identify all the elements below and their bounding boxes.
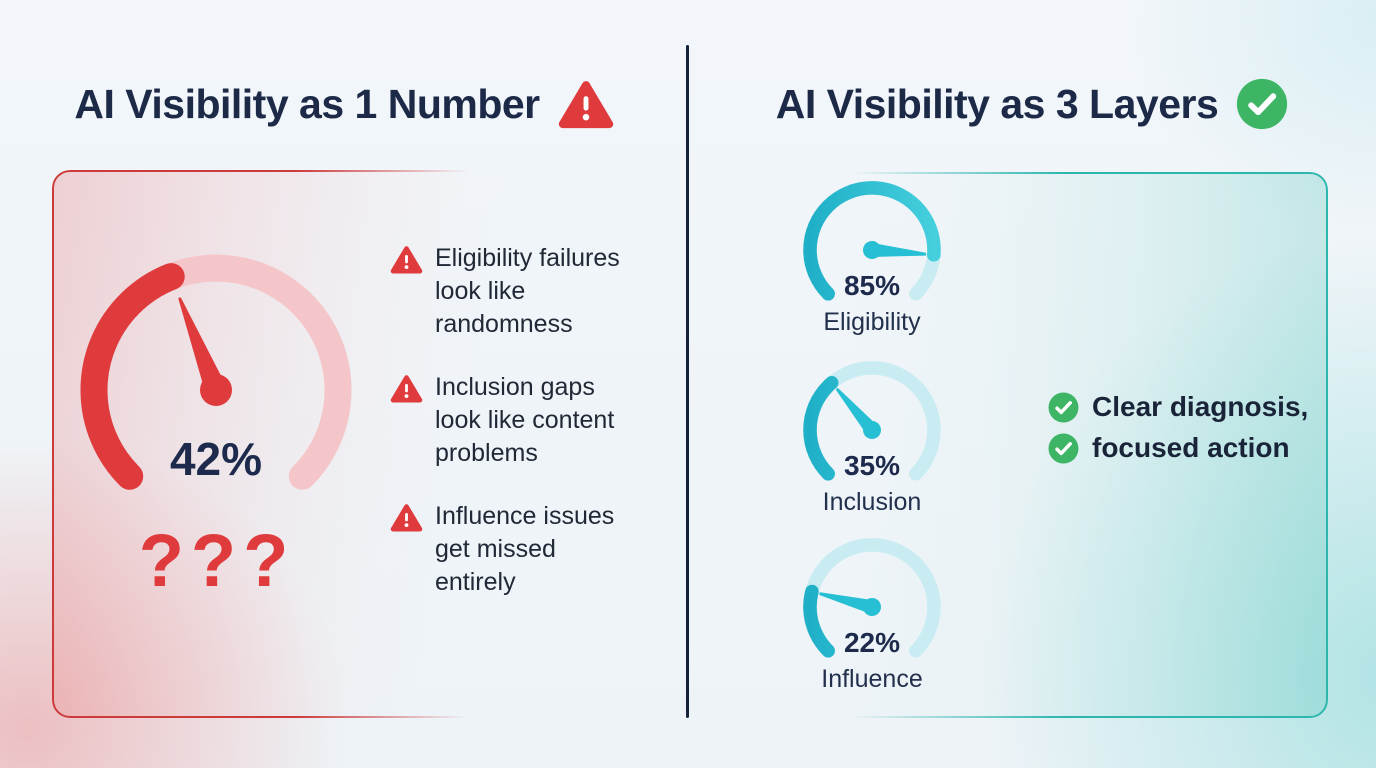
layer-gauge-influence: 22% Influence xyxy=(784,519,960,733)
problem-text-line: problems xyxy=(435,439,538,467)
warning-triangle-icon xyxy=(390,374,423,403)
problem-text-line: look like xyxy=(435,277,526,305)
problem-text: Inclusion gaps look like content problems xyxy=(435,371,614,470)
single-number-card xyxy=(52,170,630,718)
gauge-value: 42% xyxy=(169,433,263,485)
problem-item: Influence issues get missed entirely xyxy=(390,500,680,599)
gauge-label: Inclusion xyxy=(822,488,922,516)
gauge-arc xyxy=(784,342,960,518)
left-panel-title: AI Visibility as 1 Number xyxy=(74,80,540,127)
benefit-item: Clear diagnosis, xyxy=(1048,391,1308,423)
problem-text-line: get missed xyxy=(435,535,556,563)
gauge-value: 35% xyxy=(843,450,901,481)
gauge-arc xyxy=(56,254,376,554)
warning-triangle-icon xyxy=(390,245,423,274)
gauge-arc xyxy=(784,519,960,695)
problem-list: Eligibility failures look like randomness I… xyxy=(390,242,680,599)
layer-gauge-eligibility: 85% Eligibility xyxy=(784,162,960,376)
check-circle-icon xyxy=(1048,433,1079,464)
gauge-label: Eligibility xyxy=(823,308,921,336)
problem-text-line: Inclusion gaps xyxy=(435,373,595,401)
mystery-text: ??? xyxy=(138,519,296,602)
problem-text-line: Influence issues xyxy=(435,502,615,530)
problem-item: Eligibility failures look like randomness xyxy=(390,242,680,341)
benefit-list: Clear diagnosis, focused action xyxy=(1048,391,1308,464)
right-panel-title: AI Visibility as 3 Layers xyxy=(775,80,1219,127)
problem-text-line: look like content xyxy=(435,406,615,434)
right-title-row: AI Visibility as 3 Layers xyxy=(688,72,1376,136)
gauge-value: 85% xyxy=(843,270,901,301)
warning-triangle-icon xyxy=(390,503,423,532)
check-circle-icon xyxy=(1048,392,1079,423)
gauge-arc xyxy=(784,162,960,338)
left-title-row: AI Visibility as 1 Number xyxy=(0,72,688,136)
problem-text: Influence issues get missed entirely xyxy=(435,500,614,599)
problem-text-line: Eligibility failures xyxy=(435,244,620,272)
gauge-label: Influence xyxy=(821,665,923,693)
layer-gauge-inclusion: 35% Inclusion xyxy=(784,342,960,556)
benefit-text: focused action xyxy=(1092,432,1290,463)
warning-triangle-icon xyxy=(558,79,614,129)
benefit-item: focused action xyxy=(1048,432,1308,464)
problem-text: Eligibility failures look like randomness xyxy=(435,242,620,341)
overall-score-gauge: 42% xyxy=(56,230,376,550)
problem-text-line: randomness xyxy=(435,310,573,338)
benefit-text: Clear diagnosis, xyxy=(1092,391,1309,422)
problem-text-line: entirely xyxy=(435,568,516,596)
center-divider xyxy=(686,45,689,718)
check-circle-icon xyxy=(1236,78,1288,130)
gauge-value: 22% xyxy=(843,627,901,658)
problem-item: Inclusion gaps look like content problems xyxy=(390,371,680,470)
